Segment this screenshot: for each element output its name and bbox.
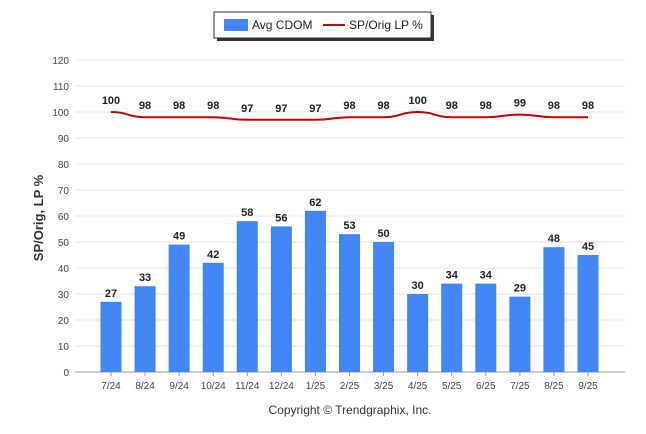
bar-label-8/24: 33: [139, 272, 151, 284]
bar-10/24: [202, 262, 224, 372]
line-data-labels: 100 98 98 98 97 97 97 98 98 100 98 98 99 98 98: [102, 95, 594, 115]
bar-label-9/25: 45: [582, 241, 594, 253]
x-tick-5/25: 5/25: [442, 381, 462, 392]
line-label-5/25: 98: [446, 100, 458, 112]
bar-1/25: [304, 210, 326, 372]
line-label-8/25: 98: [548, 100, 560, 112]
line-sp-orig-lp: [110, 110, 588, 121]
y-tick-90: 90: [58, 134, 70, 145]
bar-7/24: [100, 301, 122, 372]
line-label-6/25: 98: [480, 100, 492, 112]
line-label-9/24: 98: [173, 100, 185, 112]
y-tick-60: 60: [58, 212, 70, 223]
x-tick-7/25: 7/25: [510, 381, 530, 392]
bar-label-10/24: 42: [207, 249, 219, 261]
x-tick-1/25: 1/25: [306, 381, 326, 392]
bar-2/25: [339, 234, 360, 372]
line-label-7/25: 99: [514, 98, 526, 110]
bar-label-1/25: 62: [309, 197, 321, 209]
line-label-1/25: 97: [309, 103, 321, 115]
y-tick-30: 30: [58, 290, 70, 301]
line-label-11/24: 97: [241, 103, 253, 115]
bar-8/24: [134, 286, 156, 372]
bar-label-5/25: 34: [446, 270, 459, 282]
bar-label-7/24: 27: [105, 288, 117, 300]
bar-label-7/25: 29: [514, 283, 526, 295]
bar-label-6/25: 34: [480, 270, 493, 282]
bar-series: [100, 210, 599, 372]
y-tick-0: 0: [63, 368, 69, 379]
y-tick-10: 10: [58, 342, 70, 353]
line-label-10/24: 98: [207, 100, 219, 112]
x-tick-6/25: 6/25: [476, 381, 496, 392]
line-label-2/25: 98: [343, 100, 355, 112]
bar-9/24: [168, 244, 190, 372]
y-tick-20: 20: [58, 316, 70, 327]
y-tick-110: 110: [53, 82, 69, 93]
bar-label-11/24: 58: [241, 207, 253, 219]
x-tick-8/24: 8/24: [135, 381, 155, 392]
legend-box: [213, 11, 432, 39]
x-tick-11/24: 11/24: [235, 381, 260, 392]
bar-5/25: [441, 283, 463, 372]
line-label-9/25: 98: [582, 100, 594, 112]
y-tick-100: 100: [52, 108, 69, 119]
bar-12/24: [270, 226, 292, 372]
x-tick-4/25: 4/25: [408, 381, 428, 392]
line-label-3/25: 98: [377, 100, 389, 112]
x-tick-labels: 7/24 8/24 9/24 10/24 11/24 12/24 1/25 2/25 3/25 4…: [101, 372, 598, 392]
y-tick-70: 70: [58, 186, 70, 197]
bar-6/25: [475, 283, 497, 372]
y-axis-title: SP/Orig, LP %: [31, 174, 46, 261]
line-series: [110, 110, 588, 121]
bar-label-9/24: 49: [173, 231, 185, 243]
x-tick-12/24: 12/24: [269, 381, 294, 392]
line-label-4/25: 100: [408, 95, 426, 107]
bar-label-3/25: 50: [377, 228, 389, 240]
y-tick-120: 120: [52, 56, 69, 67]
bar-3/25: [373, 242, 395, 372]
line-label-7/24: 100: [102, 95, 120, 107]
x-tick-9/25: 9/25: [578, 381, 598, 392]
x-tick-3/25: 3/25: [374, 381, 394, 392]
line-label-12/24: 97: [275, 103, 287, 115]
x-tick-10/24: 10/24: [201, 381, 226, 392]
bar-8/25: [543, 247, 565, 372]
bar-label-12/24: 56: [275, 212, 287, 224]
y-tick-labels: 0 10 20 30 40 50 60 70 80 90 100 110 120: [52, 56, 69, 379]
y-tick-50: 50: [58, 238, 70, 249]
bar-9/25: [577, 255, 599, 372]
bar-data-labels: 27 33 49 42 58 56 62 53 50 30 34 34 29 48 45: [105, 197, 594, 300]
x-tick-2/25: 2/25: [340, 381, 360, 392]
legend-swatch-bar: [224, 19, 248, 31]
x-tick-9/24: 9/24: [169, 381, 189, 392]
y-tick-80: 80: [58, 160, 70, 171]
bar-label-8/25: 48: [548, 233, 560, 245]
bar-4/25: [407, 294, 429, 372]
legend[interactable]: Avg CDOM SP/Orig LP %: [213, 11, 434, 41]
legend-label-sp-orig-lp: SP/Orig LP %: [349, 18, 423, 32]
bar-11/24: [236, 221, 258, 372]
y-tick-40: 40: [58, 264, 70, 275]
copyright-footer: Copyright © Trendgraphix, Inc.: [269, 403, 432, 417]
bar-7/25: [509, 296, 531, 372]
x-tick-8/25: 8/25: [544, 381, 564, 392]
line-label-8/24: 98: [139, 100, 151, 112]
bar-label-4/25: 30: [412, 280, 424, 292]
legend-label-avg-cdom: Avg CDOM: [252, 18, 312, 32]
x-tick-7/24: 7/24: [101, 381, 121, 392]
bar-label-2/25: 53: [343, 220, 355, 232]
